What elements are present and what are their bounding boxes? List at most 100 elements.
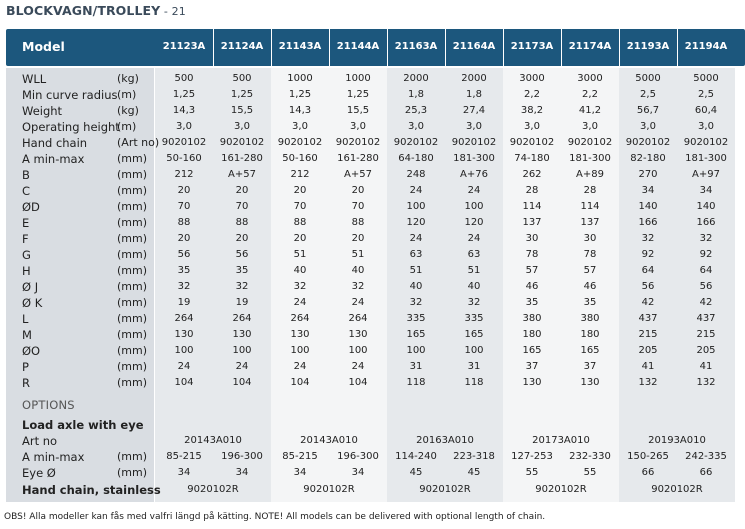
table-row: Ø J (mm) 32 32 32 32 40 40 46 46 56 56: [0, 279, 745, 295]
cell-value: 31: [467, 361, 481, 372]
cell-value: 30: [525, 233, 539, 244]
cell-value: 264: [348, 313, 368, 324]
cell-value: 9020102: [567, 137, 613, 148]
art-no-value: 20173A010: [532, 435, 590, 446]
row-unit: (mm): [117, 450, 148, 463]
row-label: WLL: [22, 72, 47, 86]
cell-value: 34: [293, 467, 307, 478]
cell-value: 27,4: [462, 105, 486, 116]
cell-value: 130: [174, 329, 194, 340]
row-unit: (mm): [117, 328, 148, 341]
table-row: F (mm) 20 20 20 20 24 24 30 30 32 32: [0, 231, 745, 247]
cell-value: 28: [525, 185, 539, 196]
model-header-2: 21143A: [278, 41, 322, 52]
row-unit: (m): [117, 88, 137, 101]
cell-value: 3,0: [466, 121, 482, 132]
row-label: F: [22, 232, 29, 246]
cell-value: 41,2: [578, 105, 602, 116]
cell-value: 437: [638, 313, 658, 324]
cell-value: 50-160: [282, 153, 318, 164]
cell-value: A+76: [460, 169, 488, 180]
row-label: H: [22, 264, 31, 278]
cell-value: 34: [177, 467, 191, 478]
cell-value: 3,0: [176, 121, 192, 132]
cell-value: 70: [177, 201, 191, 212]
cell-value: 51: [409, 265, 423, 276]
cell-value: 212: [174, 169, 194, 180]
row-label: B: [22, 168, 30, 182]
cell-value: 196-300: [221, 451, 263, 462]
row-unit: (Art no): [117, 136, 160, 149]
cell-value: 70: [235, 201, 249, 212]
cell-value: 165: [580, 345, 600, 356]
table-row: Ø K (mm) 19 19 24 24 32 32 35 35 42 42: [0, 295, 745, 311]
cell-value: 9020102: [393, 137, 439, 148]
hand-chain-stainless-value: 9020102R: [187, 484, 239, 495]
cell-value: 130: [290, 329, 310, 340]
cell-value: 42: [641, 297, 655, 308]
cell-value: 1,25: [230, 89, 254, 100]
cell-value: 25,3: [404, 105, 428, 116]
cell-value: 35: [583, 297, 597, 308]
row-label: Operating height: [22, 120, 120, 134]
cell-value: 205: [696, 345, 716, 356]
cell-value: 500: [174, 73, 194, 84]
cell-value: 9020102: [277, 137, 323, 148]
cell-value: 9020102: [451, 137, 497, 148]
row-unit: (mm): [117, 376, 148, 389]
cell-value: 262: [522, 169, 542, 180]
row-label: R: [22, 376, 30, 390]
cell-value: 24: [467, 185, 481, 196]
cell-value: 32: [699, 233, 713, 244]
load-axle-label: Load axle with eye: [22, 418, 144, 432]
row-unit: (mm): [117, 344, 148, 357]
cell-value: 3,0: [524, 121, 540, 132]
cell-value: 66: [699, 467, 713, 478]
cell-value: 161-280: [337, 153, 379, 164]
cell-value: 130: [348, 329, 368, 340]
cell-value: 92: [699, 249, 713, 260]
cell-value: 55: [583, 467, 597, 478]
cell-value: 2000: [403, 73, 429, 84]
column-group-band: [619, 68, 735, 502]
options-hand-chain-stainless-row: Hand chain, stainless 9020102R 9020102R 902…: [0, 482, 745, 498]
cell-value: 19: [235, 297, 249, 308]
cell-value: 41: [699, 361, 713, 372]
row-unit: (mm): [117, 232, 148, 245]
row-unit: (kg): [117, 104, 139, 117]
cell-value: 264: [290, 313, 310, 324]
cell-value: 1000: [345, 73, 371, 84]
cell-value: 15,5: [230, 105, 254, 116]
cell-value: 104: [232, 377, 252, 388]
cell-value: 1000: [287, 73, 313, 84]
row-unit: (mm): [117, 280, 148, 293]
cell-value: 380: [522, 313, 542, 324]
row-unit: (mm): [117, 152, 148, 165]
row-unit: (mm): [117, 248, 148, 261]
cell-value: 34: [351, 467, 365, 478]
cell-value: 120: [464, 217, 484, 228]
cell-value: 335: [406, 313, 426, 324]
cell-value: 34: [641, 185, 655, 196]
row-label: E: [22, 216, 30, 230]
model-header-5: 21164A: [452, 41, 496, 52]
cell-value: 56: [177, 249, 191, 260]
cell-value: 232-330: [569, 451, 611, 462]
art-no-value: 20193A010: [648, 435, 706, 446]
art-no-value: 20163A010: [416, 435, 474, 446]
header-separator: [677, 29, 678, 66]
cell-value: 20: [235, 233, 249, 244]
cell-value: 3,0: [234, 121, 250, 132]
cell-value: 41: [641, 361, 655, 372]
cell-value: 130: [580, 377, 600, 388]
hand-chain-stainless-value: 9020102R: [651, 484, 703, 495]
cell-value: 32: [467, 297, 481, 308]
hand-chain-stainless-value: 9020102R: [419, 484, 471, 495]
table-row: Weight (kg) 14,3 15,5 14,3 15,5 25,3 27,4 38,2 41…: [0, 103, 745, 119]
cell-value: 82-180: [630, 153, 666, 164]
header-separator: [561, 29, 562, 66]
row-label: G: [22, 248, 31, 262]
cell-value: 100: [464, 345, 484, 356]
cell-value: 20: [177, 233, 191, 244]
model-header-4: 21163A: [394, 41, 438, 52]
